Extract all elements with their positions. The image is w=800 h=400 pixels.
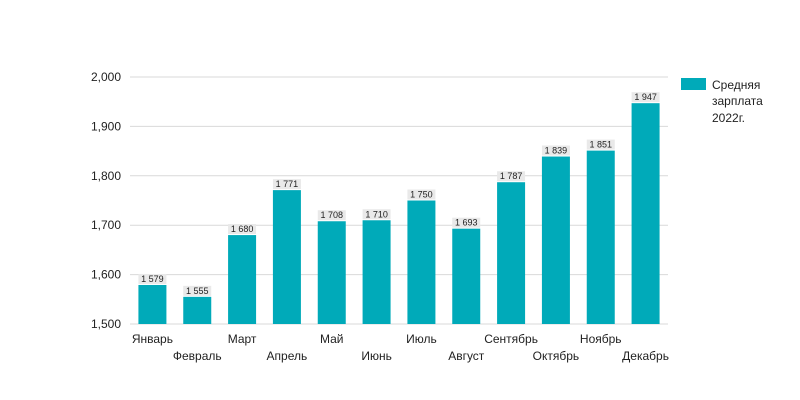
data-labels: 1 579 1 555 1 680 1 771 1 708 1 710 1 750 1 693… bbox=[138, 92, 660, 296]
bar bbox=[631, 103, 660, 324]
legend-line-2: зарплата bbox=[712, 94, 763, 108]
x-category-label: Май bbox=[320, 332, 344, 346]
bar bbox=[541, 156, 570, 324]
x-category-label: Июль bbox=[406, 332, 437, 346]
y-tick-label: 1,900 bbox=[91, 119, 121, 133]
data-label-background bbox=[317, 210, 346, 221]
data-label-background bbox=[631, 92, 660, 103]
data-label-background bbox=[228, 224, 257, 235]
y-tick-label: 1,600 bbox=[91, 268, 121, 282]
x-category-label: Август bbox=[448, 349, 485, 363]
data-label: 1 839 bbox=[545, 146, 568, 156]
x-category-label: Февраль bbox=[173, 349, 222, 363]
x-category-label: Апрель bbox=[267, 349, 308, 363]
bar bbox=[362, 220, 391, 324]
bar bbox=[138, 284, 167, 324]
data-label-background bbox=[452, 217, 481, 228]
data-label-background bbox=[272, 179, 301, 190]
data-label: 1 555 bbox=[186, 286, 209, 296]
bars bbox=[138, 103, 660, 324]
data-label: 1 771 bbox=[276, 179, 299, 189]
data-label: 1 708 bbox=[320, 210, 343, 220]
data-label-background bbox=[541, 145, 570, 156]
data-label: 1 787 bbox=[500, 171, 523, 181]
gridlines bbox=[130, 76, 668, 325]
data-label: 1 579 bbox=[141, 274, 164, 284]
data-label: 1 680 bbox=[231, 224, 254, 234]
data-label: 1 947 bbox=[634, 92, 657, 102]
y-tick-label: 2,000 bbox=[91, 70, 121, 84]
legend: Средняя зарплата 2022г. bbox=[681, 78, 763, 125]
legend-line-3: 2022г. bbox=[712, 111, 745, 125]
data-label-background bbox=[497, 171, 526, 182]
data-label-background bbox=[586, 139, 615, 150]
data-label-background bbox=[138, 273, 167, 284]
data-label: 1 851 bbox=[589, 140, 612, 150]
bar bbox=[317, 221, 346, 324]
data-label: 1 750 bbox=[410, 190, 433, 200]
legend-line-1: Средняя bbox=[712, 78, 760, 92]
legend-swatch bbox=[681, 78, 706, 90]
y-tick-label: 1,500 bbox=[91, 317, 121, 331]
bar bbox=[228, 235, 257, 324]
data-label: 1 693 bbox=[455, 218, 478, 228]
bar bbox=[272, 190, 301, 324]
bar bbox=[183, 296, 212, 324]
x-category-label: Ноябрь bbox=[580, 332, 622, 346]
bar bbox=[452, 228, 481, 324]
bar bbox=[407, 200, 436, 324]
bar bbox=[497, 182, 526, 324]
x-category-label: Март bbox=[228, 332, 257, 346]
y-tick-label: 1,700 bbox=[91, 218, 121, 232]
data-label-background bbox=[362, 209, 391, 220]
x-category-label: Июнь bbox=[361, 349, 392, 363]
x-category-label: Сентябрь bbox=[484, 332, 538, 346]
data-label-background bbox=[183, 285, 212, 296]
x-category-label: Октябрь bbox=[533, 349, 580, 363]
y-tick-label: 1,800 bbox=[91, 169, 121, 183]
y-axis-ticks: 1,500 1,600 1,700 1,800 1,900 2,000 bbox=[91, 70, 121, 331]
x-category-label: Декабрь bbox=[622, 349, 669, 363]
bar bbox=[586, 150, 615, 324]
data-label: 1 710 bbox=[365, 209, 388, 219]
data-label-background bbox=[407, 189, 436, 200]
x-category-label: Январь bbox=[132, 332, 173, 346]
